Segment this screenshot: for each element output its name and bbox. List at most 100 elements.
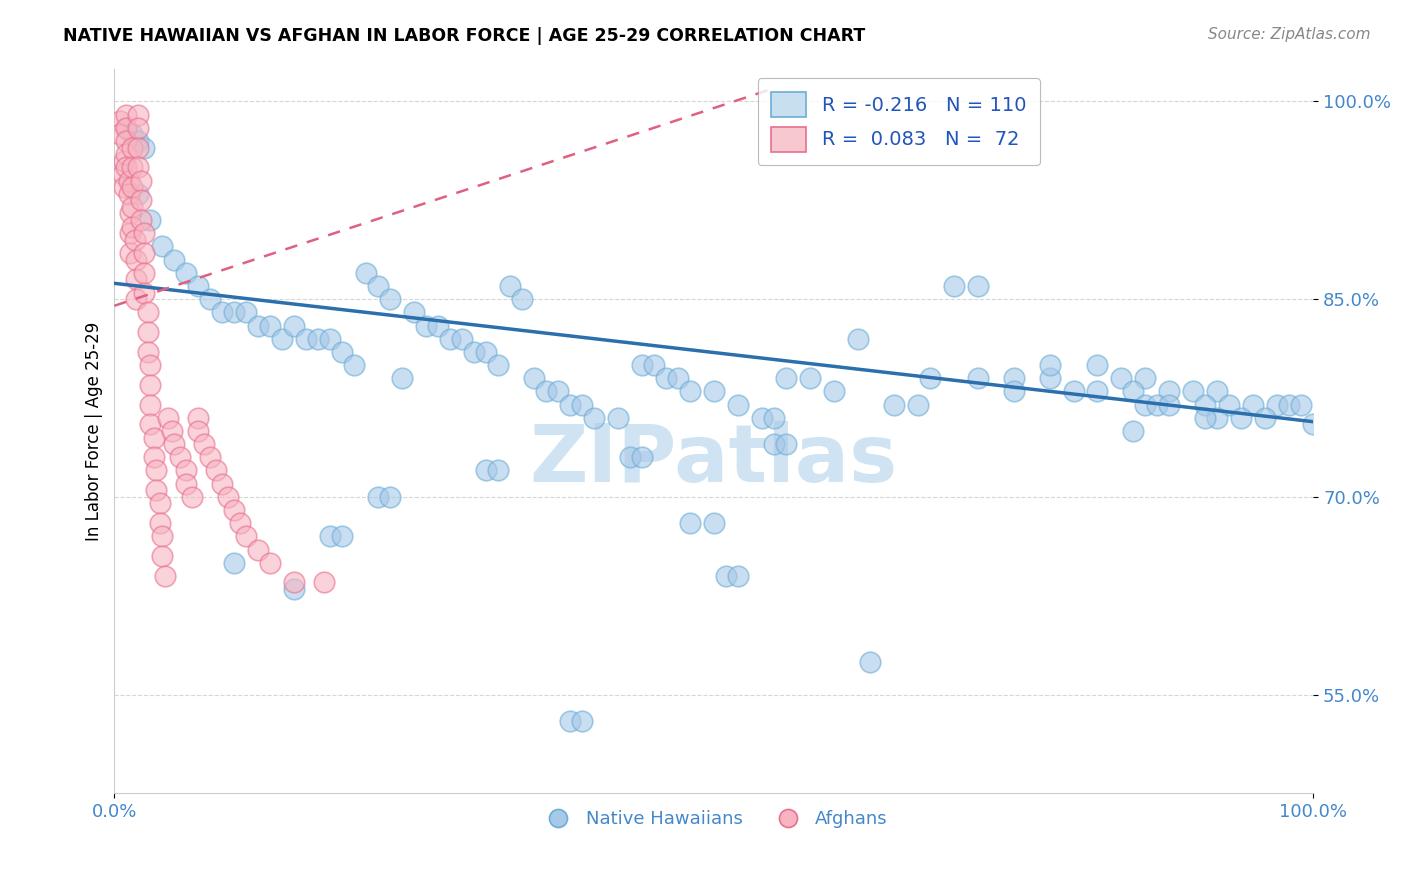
Point xyxy=(631,358,654,372)
Point xyxy=(143,450,166,465)
Point xyxy=(124,233,146,247)
Point xyxy=(1265,398,1288,412)
Point xyxy=(118,226,141,240)
Point xyxy=(762,410,785,425)
Point xyxy=(224,305,246,319)
Point xyxy=(149,496,172,510)
Point xyxy=(139,398,162,412)
Point xyxy=(606,410,628,425)
Point xyxy=(127,140,149,154)
Point xyxy=(486,463,509,477)
Legend: Native Hawaiians, Afghans: Native Hawaiians, Afghans xyxy=(533,803,894,835)
Point xyxy=(1206,384,1229,399)
Point xyxy=(1241,398,1264,412)
Point xyxy=(703,516,725,531)
Point xyxy=(1194,410,1216,425)
Point xyxy=(427,318,450,333)
Point xyxy=(1230,410,1253,425)
Point xyxy=(582,410,605,425)
Point xyxy=(125,252,148,267)
Point xyxy=(330,344,353,359)
Point xyxy=(631,450,654,465)
Point xyxy=(314,575,336,590)
Point xyxy=(112,180,135,194)
Point xyxy=(121,200,143,214)
Point xyxy=(619,450,641,465)
Text: Source: ZipAtlas.com: Source: ZipAtlas.com xyxy=(1208,27,1371,42)
Point xyxy=(163,437,186,451)
Point xyxy=(942,279,965,293)
Point xyxy=(160,424,183,438)
Point xyxy=(193,437,215,451)
Point xyxy=(463,344,485,359)
Point xyxy=(136,325,159,339)
Point xyxy=(247,318,270,333)
Point xyxy=(121,219,143,234)
Point xyxy=(775,371,797,385)
Point xyxy=(1122,384,1144,399)
Point xyxy=(129,194,152,208)
Point xyxy=(1087,358,1109,372)
Point xyxy=(115,108,138,122)
Point xyxy=(918,371,941,385)
Point xyxy=(118,186,141,201)
Point xyxy=(187,410,209,425)
Point xyxy=(229,516,252,531)
Point xyxy=(354,266,377,280)
Point xyxy=(1218,398,1240,412)
Point xyxy=(115,147,138,161)
Point xyxy=(1194,398,1216,412)
Point xyxy=(136,305,159,319)
Point xyxy=(127,108,149,122)
Point xyxy=(330,529,353,543)
Point xyxy=(1038,358,1060,372)
Point xyxy=(404,305,426,319)
Point xyxy=(187,424,209,438)
Point xyxy=(115,134,138,148)
Point xyxy=(110,114,132,128)
Point xyxy=(319,332,342,346)
Point xyxy=(121,161,143,175)
Point xyxy=(1182,384,1205,399)
Point xyxy=(1159,384,1181,399)
Point xyxy=(157,410,180,425)
Point xyxy=(883,398,905,412)
Point xyxy=(1002,384,1025,399)
Point xyxy=(378,292,401,306)
Point xyxy=(150,529,173,543)
Point xyxy=(415,318,437,333)
Point xyxy=(149,516,172,531)
Point xyxy=(307,332,329,346)
Point xyxy=(391,371,413,385)
Point xyxy=(510,292,533,306)
Point xyxy=(129,173,152,187)
Point xyxy=(1302,417,1324,432)
Point xyxy=(775,437,797,451)
Point xyxy=(823,384,845,399)
Point xyxy=(751,410,773,425)
Point xyxy=(1135,398,1157,412)
Point xyxy=(1002,371,1025,385)
Point xyxy=(169,450,191,465)
Point xyxy=(499,279,522,293)
Point xyxy=(136,344,159,359)
Point xyxy=(762,437,785,451)
Point xyxy=(859,655,882,669)
Point xyxy=(163,252,186,267)
Point xyxy=(139,417,162,432)
Point xyxy=(367,490,389,504)
Point xyxy=(127,120,149,135)
Point xyxy=(1063,384,1085,399)
Point xyxy=(127,161,149,175)
Point xyxy=(200,450,222,465)
Point xyxy=(475,344,498,359)
Point xyxy=(134,246,156,260)
Point xyxy=(259,318,281,333)
Point xyxy=(150,239,173,253)
Point xyxy=(235,529,257,543)
Point xyxy=(118,246,141,260)
Point xyxy=(115,120,138,135)
Point xyxy=(283,318,305,333)
Point xyxy=(129,213,152,227)
Point xyxy=(534,384,557,399)
